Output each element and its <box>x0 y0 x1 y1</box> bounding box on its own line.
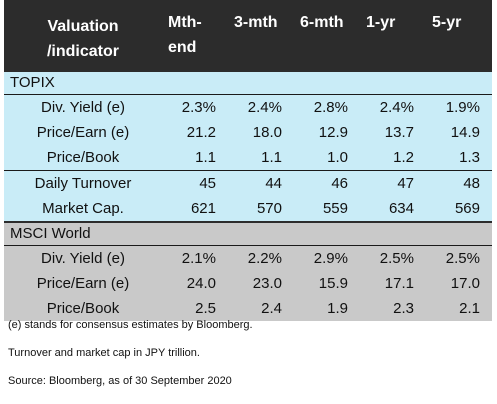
table-cell: 1.1 <box>261 149 282 166</box>
header-col-line2: end <box>168 39 197 56</box>
table-cell: 24.0 <box>186 275 216 292</box>
table-cell: 46 <box>331 175 348 192</box>
table-cell: 2.4% <box>379 99 414 116</box>
row-label: Price/Earn (e) <box>36 275 130 292</box>
header-indicator-label: Valuation /indicator <box>4 10 162 72</box>
row-label: Div. Yield (e) <box>41 99 125 116</box>
valuation-table: Valuation /indicator Mth- end 3-mth 6-mt… <box>4 0 492 321</box>
table-header: Valuation /indicator Mth- end 3-mth 6-mt… <box>4 0 492 72</box>
row-label: Market Cap. <box>42 200 124 217</box>
header-col-3-mth: 3-mth <box>228 10 294 72</box>
table-row: Div. Yield (e) 2.3% 2.4% 2.8% 2.4% 1.9% <box>4 95 492 120</box>
table-cell: 2.4% <box>247 99 282 116</box>
header-col-1-yr: 1-yr <box>360 10 426 72</box>
table-cell: 17.1 <box>384 275 414 292</box>
row-label: Price/Earn (e) <box>36 124 130 141</box>
table-row: Market Cap. 621 570 559 634 569 <box>4 196 492 221</box>
table-cell: 1.1 <box>195 149 216 166</box>
msci-section: MSCI World Div. Yield (e) 2.1% 2.2% 2.9% 2.5… <box>4 221 492 321</box>
table-cell: 12.9 <box>318 124 348 141</box>
header-col-5-yr: 5-yr <box>426 10 492 72</box>
header-col-mth-end: Mth- end <box>162 10 228 72</box>
table-cell: 559 <box>322 200 348 217</box>
table-cell: 2.3% <box>181 99 216 116</box>
table-cell: 2.2% <box>247 250 282 267</box>
msci-section-title: MSCI World <box>4 221 492 246</box>
table-cell: 45 <box>199 175 216 192</box>
header-col-line1: 3-mth <box>234 14 278 31</box>
table-cell: 2.8% <box>313 99 348 116</box>
topix-section-title: TOPIX <box>4 72 492 95</box>
table-row: Price/Book 2.5 2.4 1.9 2.3 2.1 <box>4 296 492 321</box>
table-cell: 48 <box>463 175 480 192</box>
table-row: Price/Earn (e) 21.2 18.0 12.9 13.7 14.9 <box>4 120 492 145</box>
row-label: Price/Book <box>46 300 120 317</box>
footnote-source: Source: Bloomberg, as of 30 September 20… <box>8 375 232 387</box>
footnotes: (e) stands for consensus estimates by Bl… <box>8 317 253 401</box>
table-row: Price/Book 1.1 1.1 1.0 1.2 1.3 <box>4 145 492 170</box>
table-row: Price/Earn (e) 24.0 23.0 15.9 17.1 17.0 <box>4 271 492 296</box>
table-row: Daily Turnover 45 44 46 47 48 <box>4 170 492 196</box>
table-cell: 2.5% <box>379 250 414 267</box>
header-col-line1: 5-yr <box>432 14 462 31</box>
header-col-line1: 1-yr <box>366 14 396 31</box>
table-cell: 569 <box>454 200 480 217</box>
header-label-line1: Valuation <box>47 18 119 35</box>
table-cell: 621 <box>190 200 216 217</box>
table-cell: 47 <box>397 175 414 192</box>
table-cell: 21.2 <box>186 124 216 141</box>
table-cell: 1.0 <box>327 149 348 166</box>
table-cell: 2.5 <box>195 300 216 317</box>
table-cell: 570 <box>256 200 282 217</box>
table-cell: 2.9% <box>313 250 348 267</box>
footnote-estimates: (e) stands for consensus estimates by Bl… <box>8 319 253 331</box>
table-cell: 44 <box>265 175 282 192</box>
table-cell: 2.3 <box>393 300 414 317</box>
header-col-line1: Mth- <box>168 14 202 31</box>
topix-section: TOPIX Div. Yield (e) 2.3% 2.4% 2.8% 2.4% 1.9%… <box>4 72 492 221</box>
table-cell: 15.9 <box>318 275 348 292</box>
row-label: Daily Turnover <box>34 175 132 192</box>
header-label-line2: /indicator <box>46 43 119 60</box>
table-cell: 1.9% <box>445 99 480 116</box>
table-row: Div. Yield (e) 2.1% 2.2% 2.9% 2.5% 2.5% <box>4 246 492 271</box>
table-cell: 2.5% <box>445 250 480 267</box>
table-cell: 18.0 <box>252 124 282 141</box>
table-cell: 2.1% <box>181 250 216 267</box>
table-cell: 1.3 <box>459 149 480 166</box>
table-cell: 13.7 <box>384 124 414 141</box>
table-cell: 1.9 <box>327 300 348 317</box>
table-cell: 634 <box>388 200 414 217</box>
row-label: Price/Book <box>46 149 120 166</box>
table-cell: 1.2 <box>393 149 414 166</box>
footnote-units: Turnover and market cap in JPY trillion. <box>8 347 200 359</box>
table-cell: 2.4 <box>261 300 282 317</box>
row-label: Div. Yield (e) <box>41 250 125 267</box>
header-col-line1: 6-mth <box>300 14 344 31</box>
table-cell: 23.0 <box>252 275 282 292</box>
table-cell: 2.1 <box>459 300 480 317</box>
header-col-6-mth: 6-mth <box>294 10 360 72</box>
table-cell: 17.0 <box>450 275 480 292</box>
table-cell: 14.9 <box>450 124 480 141</box>
